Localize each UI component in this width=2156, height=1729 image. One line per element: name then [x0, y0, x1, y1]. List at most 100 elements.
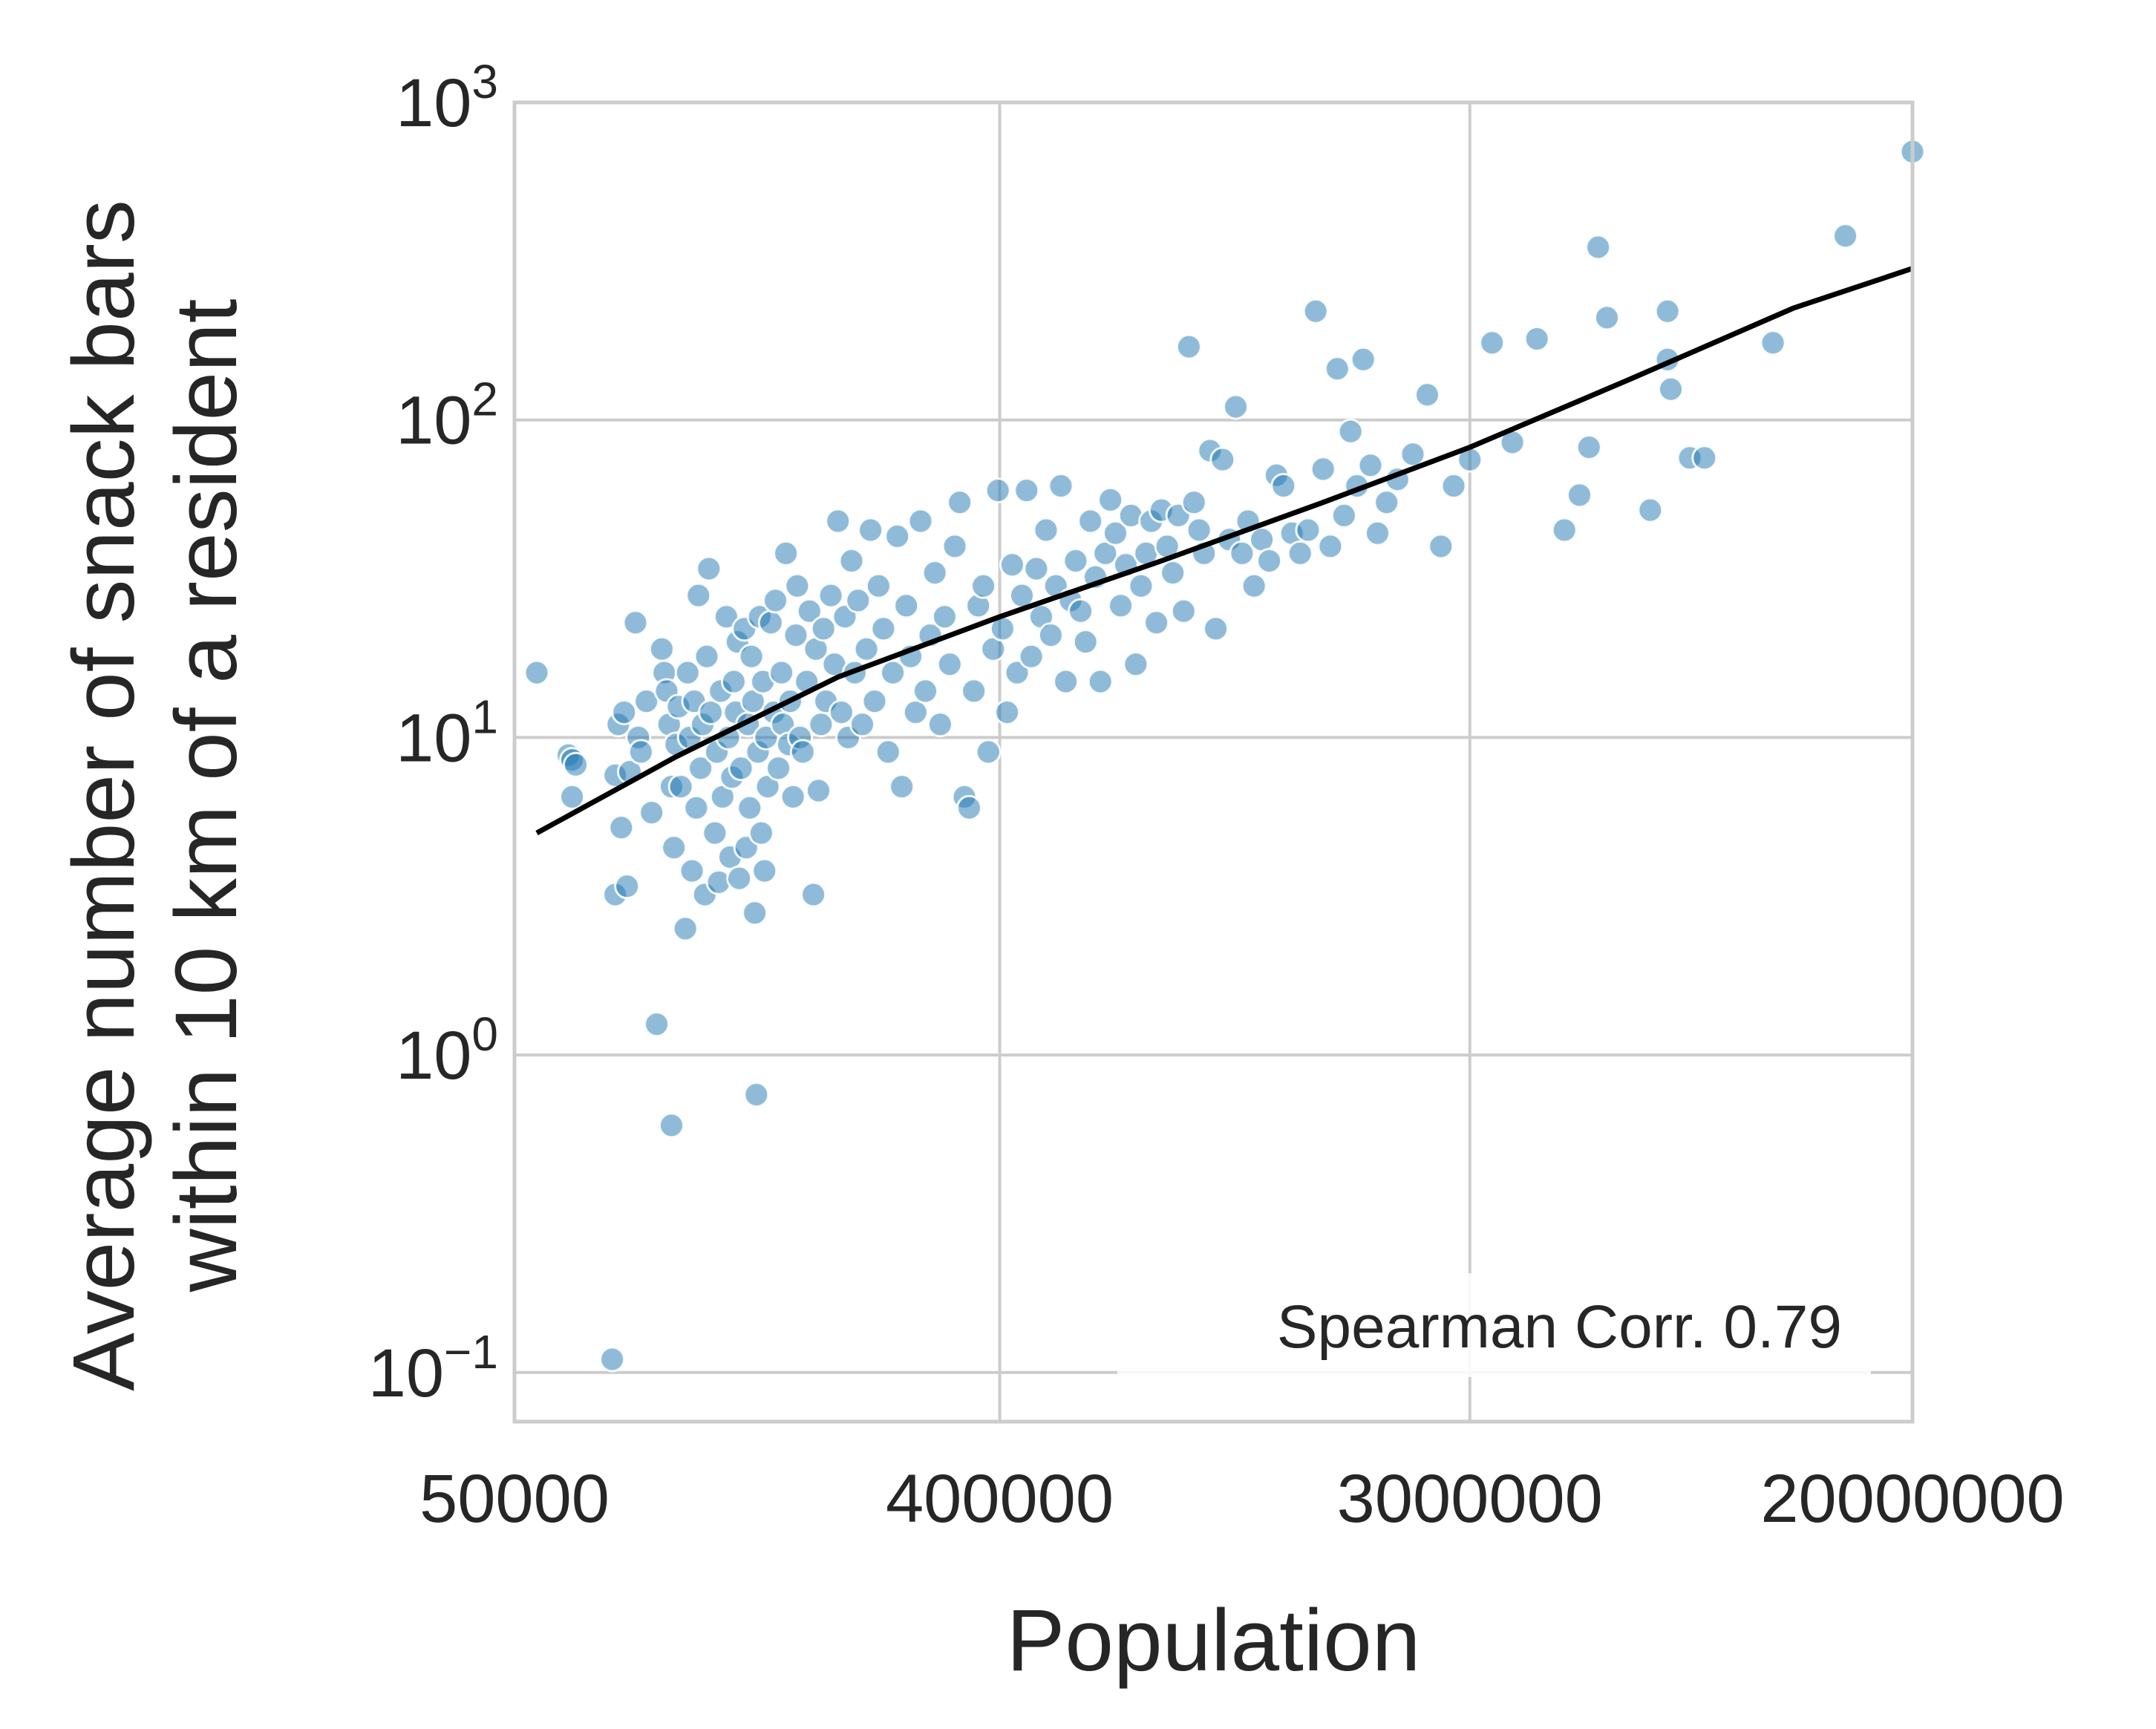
data-point [970, 572, 997, 599]
data-point [762, 587, 788, 614]
data-point [784, 572, 811, 599]
data-point [994, 699, 1021, 725]
data-point [865, 572, 892, 599]
data-point [1037, 622, 1064, 649]
data-point [921, 560, 948, 586]
data-point [1223, 393, 1249, 420]
y-tick-label: 10−1 [368, 1325, 498, 1411]
data-point [1399, 441, 1426, 468]
data-point [1324, 356, 1350, 382]
data-point [1180, 489, 1207, 516]
data-point [687, 755, 714, 782]
data-point [685, 582, 712, 609]
data-point [1004, 659, 1030, 686]
data-point [1357, 452, 1384, 479]
data-point [683, 794, 710, 821]
data-point [1350, 346, 1376, 373]
data-point [1053, 668, 1079, 695]
data-point [1249, 526, 1275, 553]
data-point [702, 820, 728, 846]
data-point [1108, 592, 1134, 619]
data-point [674, 659, 701, 686]
y-tick-labels: 10−1 100 101 102 103 [368, 55, 498, 1411]
data-point [1330, 502, 1357, 529]
data-point [559, 783, 586, 810]
data-point [936, 651, 963, 678]
data-point [1551, 517, 1578, 543]
data-point [1062, 548, 1089, 574]
data-point [1373, 489, 1400, 516]
data-point [622, 609, 649, 636]
x-tick-label: 50000 [419, 1461, 610, 1537]
data-point [720, 668, 747, 695]
data-point [907, 508, 934, 535]
data-point [627, 739, 654, 765]
data-point [1440, 473, 1467, 499]
data-point [748, 820, 774, 846]
data-point [1068, 598, 1094, 624]
data-point [599, 1346, 626, 1373]
data-point [1087, 668, 1114, 695]
data-point [1186, 517, 1212, 543]
data-point [1033, 517, 1059, 543]
data-point [757, 609, 784, 636]
data-point [1523, 326, 1550, 352]
data-point [1023, 555, 1050, 582]
data-point [1092, 540, 1119, 566]
data-point [1143, 609, 1170, 636]
y-tick-label: 101 [396, 690, 498, 776]
data-point [984, 477, 1011, 504]
data-point [1209, 446, 1236, 473]
data-point [1691, 445, 1718, 471]
data-point [941, 533, 968, 560]
x-tick-label: 3000000 [1337, 1461, 1603, 1537]
data-point [1128, 572, 1154, 599]
data-point [608, 814, 635, 841]
data-point [800, 881, 827, 908]
data-point [956, 794, 982, 821]
data-point [1072, 629, 1099, 656]
x-tick-labels: 50000 400000 3000000 20000000 [419, 1461, 2065, 1537]
data-point [1229, 540, 1255, 566]
data-point [870, 615, 897, 642]
y-tick-label: 100 [396, 1007, 498, 1094]
data-point [858, 517, 884, 543]
data-point [765, 755, 792, 782]
data-point [523, 659, 550, 686]
data-point [1832, 223, 1859, 249]
data-point [1585, 234, 1612, 261]
data-point [889, 774, 915, 800]
data-point [713, 604, 739, 630]
data-point [1310, 456, 1336, 483]
data-point [1256, 548, 1283, 574]
plot-frame [512, 100, 1915, 1424]
data-point [1241, 572, 1267, 599]
data-point [667, 774, 694, 800]
data-point [1654, 298, 1681, 324]
scatter-points [523, 138, 1926, 1373]
data-point [1658, 376, 1684, 402]
data-point [1295, 517, 1322, 543]
data-point [1077, 508, 1104, 535]
data-point [648, 635, 675, 662]
data-point [1048, 473, 1074, 499]
data-point [849, 711, 875, 738]
data-point [884, 523, 911, 549]
data-point [679, 857, 705, 884]
data-point [1123, 651, 1149, 678]
data-point [1287, 540, 1313, 566]
data-point [638, 800, 665, 826]
data-point [644, 1011, 670, 1038]
data-point [875, 739, 901, 765]
data-point [1160, 560, 1186, 586]
data-point [736, 794, 763, 821]
data-point [927, 711, 953, 738]
x-axis-title: Population [1007, 1592, 1421, 1690]
data-point [1203, 615, 1229, 642]
data-point [659, 1112, 685, 1139]
data-point [1594, 304, 1620, 331]
data-point [845, 587, 872, 614]
data-point [728, 755, 754, 782]
